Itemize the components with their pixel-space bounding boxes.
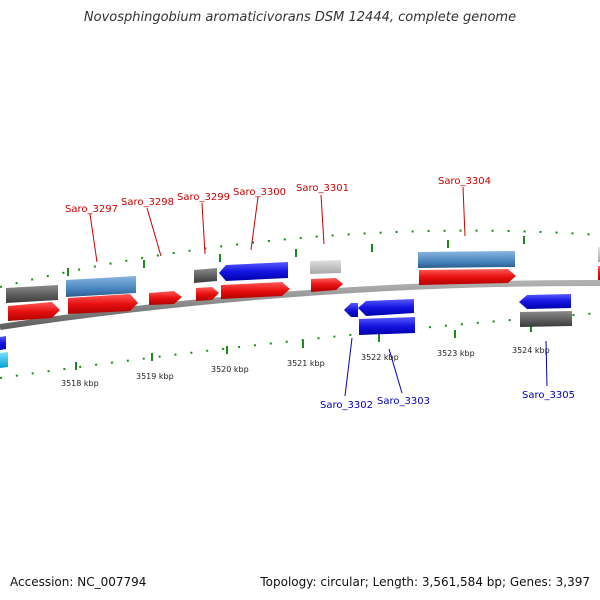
gene-arrow: [196, 287, 219, 301]
gene-label: Saro_3301: [296, 183, 349, 194]
accession-text: Accession: NC_007794: [10, 575, 147, 589]
axis-label: 3518 kbp: [61, 379, 99, 388]
gene-label: Saro_3303: [377, 396, 430, 407]
major-ticks: [67, 236, 532, 370]
gene-arrow: [311, 278, 343, 292]
genome-summary-text: Topology: circular; Length: 3,561,584 bp…: [260, 575, 590, 589]
axis-labels: 3518 kbp 3519 kbp 3520 kbp 3521 kbp 3522…: [61, 346, 550, 388]
axis-label: 3521 kbp: [287, 359, 325, 368]
feature-block: [310, 260, 341, 274]
gene-arrow: [219, 262, 288, 281]
gene-arrow: [149, 291, 182, 305]
forward-gene-labels: Saro_3297 Saro_3298 Saro_3299 Saro_3300 …: [65, 176, 491, 215]
outer-feature-row: [6, 247, 600, 303]
figure-title: Novosphingobium aromaticivorans DSM 1244…: [83, 10, 517, 25]
gene-label: Saro_3305: [522, 390, 575, 401]
feature-block: [66, 276, 136, 297]
gene-arrow: [8, 302, 60, 321]
gene-label: Saro_3300: [233, 187, 286, 198]
gene-arrow: [419, 269, 516, 285]
gene-label: Saro_3304: [438, 176, 491, 187]
genome-backbone: [0, 279, 600, 330]
gene-label: Saro_3297: [65, 204, 118, 215]
gene-arrow: [0, 336, 6, 350]
feature-block: [418, 251, 515, 268]
feature-block: [194, 268, 217, 283]
feature-block: [520, 311, 572, 327]
gene-arrow: [68, 294, 138, 314]
reverse-gene-labels: Saro_3302 Saro_3303 Saro_3305: [320, 390, 575, 411]
inner-feature-row: [0, 311, 572, 368]
gene-label: Saro_3302: [320, 400, 373, 411]
gene-arrow: [358, 299, 414, 316]
gene-arrow: [221, 282, 290, 299]
feature-block: [6, 285, 58, 303]
feature-block: [0, 352, 8, 368]
axis-label: 3524 kbp: [512, 346, 550, 355]
reverse-genes: [0, 262, 571, 350]
inner-tick-ring: [0, 312, 600, 379]
gene-arrow: [344, 303, 358, 317]
forward-genes: [8, 266, 600, 321]
gene-label: Saro_3299: [177, 192, 230, 203]
axis-label: 3523 kbp: [437, 349, 475, 358]
gene-arrow: [519, 294, 571, 309]
axis-label: 3519 kbp: [136, 372, 174, 381]
axis-label: 3520 kbp: [211, 365, 249, 374]
outer-tick-ring: [0, 229, 600, 288]
feature-block: [359, 317, 415, 335]
gene-label: Saro_3298: [121, 197, 174, 208]
axis-label: 3522 kbp: [361, 353, 399, 362]
leader-lines: [89, 186, 548, 397]
